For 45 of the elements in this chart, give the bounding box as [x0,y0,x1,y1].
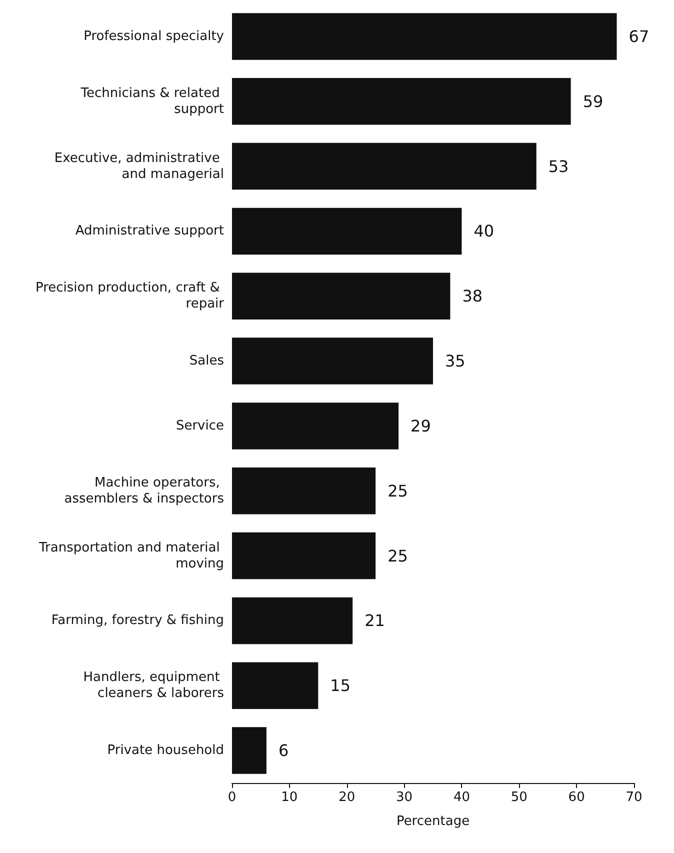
data-label: 6 [278,741,289,760]
data-label: 35 [445,352,466,371]
bar [232,402,399,450]
y-tick-label: Technicians & related support [80,86,224,117]
bar [232,727,266,774]
bar [232,597,353,644]
y-tick-label: Administrative support [75,224,224,239]
data-label: 67 [628,26,650,46]
x-tick-label: 70 [626,790,642,805]
y-tick-label: Handlers, equipment cleaners & laborers [83,670,224,702]
bar [232,208,462,255]
data-label: 40 [474,222,494,241]
data-label: 29 [410,416,431,436]
x-tick-label: 10 [281,790,298,805]
data-label: 25 [388,481,408,500]
bar [232,532,376,580]
x-tick-label: 50 [510,790,528,805]
data-label: 21 [364,611,385,630]
bar [232,78,571,125]
data-label: 59 [582,92,604,111]
bar [232,338,433,384]
bar [232,662,318,709]
y-tick-label: Farming, forestry & fishing [51,613,224,628]
y-tick-label: Service [176,418,224,434]
bar [232,272,450,320]
bar [232,142,536,190]
x-tick-label: 40 [453,790,470,805]
x-tick-label: 0 [228,790,236,805]
x-tick-label: 30 [396,790,413,805]
data-label: 25 [388,546,408,566]
y-tick-label: Sales [189,354,224,369]
x-tick-label: 60 [568,790,585,805]
y-tick-label: Machine operators, assemblers & inspectors [64,475,224,506]
data-label: 53 [548,156,569,176]
x-axis-title: Percentage [396,814,470,829]
x-tick-label: 20 [338,790,356,805]
data-label: 38 [462,286,483,306]
y-tick-label: Transportation and material moving [38,540,224,572]
data-label: 15 [330,676,350,696]
y-tick-label: Executive, administrative and managerial [54,150,224,182]
bar [232,13,617,60]
bar [232,468,376,514]
y-tick-label: Private household [107,743,224,758]
y-tick-label: Precision production, craft & repair [35,280,225,312]
y-tick-label: Professional specialty [84,28,224,44]
